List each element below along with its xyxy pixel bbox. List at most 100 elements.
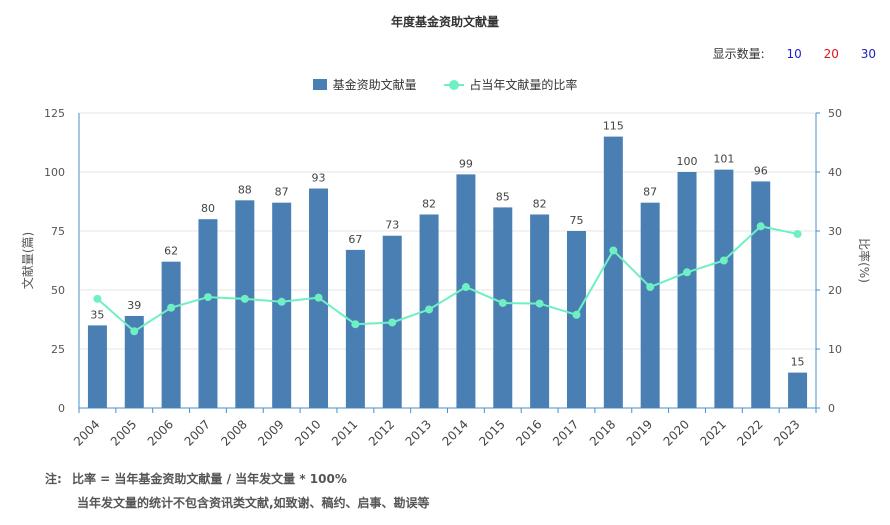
- bar: [456, 174, 476, 408]
- ratio-point: [461, 283, 470, 292]
- bar-value-label: 87: [275, 186, 289, 199]
- y-right-tick-label: 0: [828, 402, 835, 415]
- x-tick-label: 2007: [182, 417, 213, 448]
- bar-value-label: 85: [496, 190, 510, 203]
- ratio-point: [609, 246, 618, 255]
- y-left-tick-label: 50: [51, 284, 65, 297]
- bar-value-label: 88: [238, 183, 252, 196]
- legend-line-swatch: [444, 79, 465, 90]
- ratio-point: [240, 294, 249, 303]
- display-count-option-30[interactable]: 30: [860, 47, 876, 61]
- bar-value-label: 96: [754, 164, 768, 177]
- bar-value-label: 73: [385, 219, 399, 232]
- y-right-tick-label: 20: [828, 284, 842, 297]
- bar: [345, 249, 365, 408]
- legend-bar-label: 基金资助文献量: [332, 78, 417, 92]
- bar: [493, 207, 513, 408]
- ratio-point: [683, 268, 692, 277]
- ratio-point: [498, 298, 507, 307]
- legend-bar-swatch: [312, 79, 327, 90]
- x-tick-label: 2009: [255, 417, 286, 448]
- ratio-point: [425, 305, 434, 314]
- ratio-point: [572, 310, 581, 319]
- bar-value-label: 62: [164, 245, 178, 258]
- chart-legend: 基金资助文献量 占当年文献量的比率: [0, 76, 890, 93]
- x-tick-label: 2011: [329, 417, 360, 448]
- ratio-point: [535, 299, 544, 308]
- y-left-tick-label: 25: [51, 343, 65, 356]
- x-tick-label: 2016: [513, 417, 544, 448]
- bar: [566, 231, 586, 408]
- bar: [751, 181, 771, 408]
- bar-value-label: 115: [603, 120, 624, 133]
- x-tick-label: 2023: [771, 417, 802, 448]
- x-tick-label: 2010: [292, 417, 323, 448]
- y-left-tick-label: 0: [58, 402, 65, 415]
- bar-value-label: 87: [643, 186, 657, 199]
- display-count-option-10[interactable]: 10: [786, 47, 802, 61]
- ratio-point: [646, 283, 655, 292]
- x-tick-label: 2020: [661, 417, 692, 448]
- y-left-tick-label: 75: [51, 225, 65, 238]
- x-tick-label: 2022: [734, 417, 765, 448]
- y-right-tick-label: 50: [828, 107, 842, 120]
- ratio-point: [314, 293, 323, 302]
- ratio-point: [719, 256, 728, 265]
- bar-value-label: 75: [569, 214, 583, 227]
- bar: [87, 325, 107, 408]
- y-left-tick-label: 100: [44, 166, 65, 179]
- bar: [788, 372, 808, 408]
- y-right-tick-label: 40: [828, 166, 842, 179]
- note-text-1: 比率 = 当年基金资助文献量 / 当年发文量 * 100%: [72, 472, 347, 486]
- chart-note-2: 当年发文量的统计不包含资讯类文献,如致谢、稿约、启事、勘误等: [77, 496, 430, 510]
- display-count-option-20[interactable]: 20: [823, 47, 839, 61]
- x-tick-label: 2015: [476, 417, 507, 448]
- bar-value-label: 100: [677, 155, 698, 168]
- x-tick-label: 2005: [108, 417, 139, 448]
- bar-value-label: 80: [201, 202, 215, 215]
- y-left-tick-label: 125: [44, 107, 65, 120]
- ratio-point: [277, 297, 286, 306]
- chart-title: 年度基金资助文献量: [390, 15, 499, 29]
- x-tick-label: 2018: [587, 417, 618, 448]
- bar: [677, 172, 697, 408]
- ratio-point: [203, 293, 212, 302]
- bar-value-label: 99: [459, 157, 473, 170]
- x-tick-label: 2021: [697, 417, 728, 448]
- x-tick-label: 2019: [624, 417, 655, 448]
- bar-value-label: 39: [127, 299, 141, 312]
- bar: [714, 169, 734, 408]
- ratio-point: [756, 222, 765, 231]
- y-right-tick-label: 10: [828, 343, 842, 356]
- y-right-axis-title: 比率(%): [857, 238, 872, 283]
- display-count-control: 显示数量: 10 20 30: [713, 45, 876, 62]
- x-tick-label: 2006: [145, 417, 176, 448]
- legend-item-line-series[interactable]: 占当年文献量的比率: [444, 76, 577, 93]
- legend-line-label: 占当年文献量的比率: [469, 78, 578, 92]
- y-right-tick-label: 30: [828, 225, 842, 238]
- bar: [235, 200, 255, 408]
- bar-value-label: 67: [348, 233, 362, 246]
- ratio-point: [167, 303, 176, 312]
- ratio-point: [93, 294, 102, 303]
- note-prefix: 注:: [45, 472, 62, 486]
- legend-item-bar-series[interactable]: 基金资助文献量: [312, 76, 417, 93]
- x-tick-label: 2014: [440, 417, 471, 448]
- ratio-point: [351, 320, 360, 329]
- bar-value-label: 82: [533, 197, 547, 210]
- bar: [640, 202, 660, 408]
- bar-value-label: 35: [90, 308, 104, 321]
- x-tick-label: 2004: [71, 417, 102, 448]
- ratio-line: [96, 225, 798, 333]
- x-tick-label: 2013: [403, 417, 434, 448]
- display-count-label: 显示数量:: [712, 47, 765, 61]
- bar: [124, 315, 144, 408]
- bar: [530, 214, 550, 408]
- ratio-point: [388, 318, 397, 327]
- ratio-point: [793, 229, 802, 238]
- bar-value-label: 82: [422, 197, 436, 210]
- x-tick-label: 2012: [366, 417, 397, 448]
- bar: [198, 219, 218, 408]
- x-tick-label: 2008: [218, 417, 249, 448]
